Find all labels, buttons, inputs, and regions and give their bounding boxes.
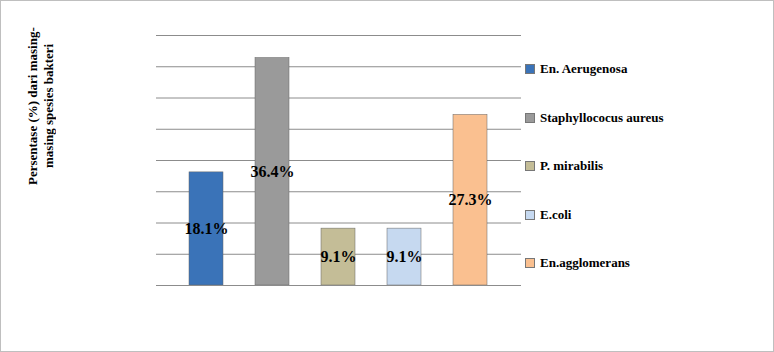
- svg-text:9.1%: 9.1%: [321, 248, 357, 265]
- svg-text:27.3%: 27.3%: [449, 191, 493, 208]
- html-text:P. mirabilis: P. mirabilis: [540, 158, 604, 174]
- html-text:En. Aerugenosa: En. Aerugenosa: [540, 61, 628, 77]
- svg-text:18.1%: 18.1%: [185, 220, 229, 237]
- svg-text:9.1%: 9.1%: [387, 248, 423, 265]
- html-text:En.agglomerans: En.agglomerans: [540, 255, 630, 271]
- html-text:Staphyllococus aureus: Staphyllococus aureus: [540, 109, 664, 125]
- html-text:Persentase (%) dari masing-mas: Persentase (%) dari masing-masing spesie…: [25, 27, 56, 185]
- svg-text:36.4%: 36.4%: [251, 163, 295, 180]
- html-text:E.coli: E.coli: [540, 206, 572, 222]
